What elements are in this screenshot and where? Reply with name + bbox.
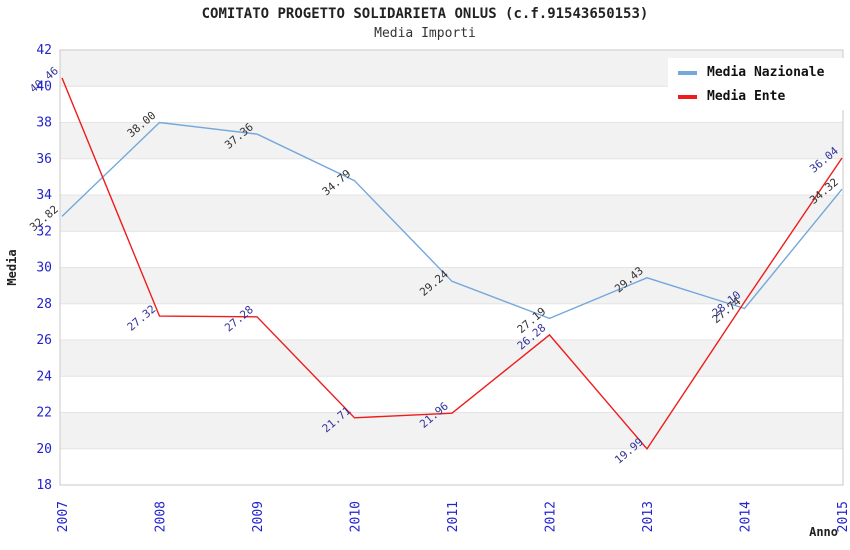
y-tick-label: 36 bbox=[36, 152, 52, 167]
x-tick-label: 2007 bbox=[56, 501, 71, 532]
plot-band bbox=[60, 195, 843, 232]
data-label: 27.32 bbox=[125, 302, 159, 333]
x-tick-label: 2015 bbox=[836, 501, 850, 532]
plot-band bbox=[60, 122, 843, 159]
series-line-media-ente bbox=[61, 77, 843, 451]
legend-swatch-media-nazionale bbox=[678, 70, 697, 75]
chart-title: COMITATO PROGETTO SOLIDARIETA ONLUS (c.f… bbox=[201, 6, 649, 22]
legend: Media Nazionale Media Ente bbox=[668, 58, 848, 110]
y-tick-label: 24 bbox=[36, 369, 52, 384]
x-tick-label: 2008 bbox=[154, 501, 169, 532]
legend-item-media-ente: Media Ente bbox=[678, 89, 838, 104]
legend-label: Media Nazionale bbox=[707, 65, 825, 80]
series-line-media-nazionale bbox=[61, 121, 843, 320]
x-tick-label: 2012 bbox=[544, 501, 559, 532]
y-tick-label: 38 bbox=[36, 116, 52, 131]
y-axis-title: Media bbox=[5, 249, 19, 285]
data-label: 27.28 bbox=[222, 303, 256, 334]
chart-subtitle: Media Importi bbox=[374, 26, 476, 41]
y-tick-label: 18 bbox=[36, 478, 52, 493]
x-tick-label: 2011 bbox=[446, 501, 461, 532]
y-tick-label: 22 bbox=[36, 406, 52, 421]
legend-item-media-nazionale: Media Nazionale bbox=[678, 65, 838, 80]
y-tick-label: 32 bbox=[36, 224, 52, 239]
y-tick-label: 42 bbox=[36, 43, 52, 58]
plot-band bbox=[60, 340, 843, 377]
y-tick-label: 26 bbox=[36, 333, 52, 348]
x-tick-label: 2013 bbox=[641, 501, 656, 532]
x-tick-label: 2010 bbox=[349, 501, 364, 532]
legend-label: Media Ente bbox=[707, 89, 786, 104]
y-tick-label: 34 bbox=[36, 188, 52, 203]
y-tick-label: 30 bbox=[36, 261, 52, 276]
legend-swatch-media-ente bbox=[678, 94, 697, 99]
y-tick-label: 28 bbox=[36, 297, 52, 312]
x-tick-label: 2009 bbox=[251, 501, 266, 532]
y-tick-label: 40 bbox=[36, 79, 52, 94]
plot-band bbox=[60, 412, 843, 449]
x-tick-label: 2014 bbox=[739, 501, 754, 532]
plot-border bbox=[59, 49, 844, 486]
x-axis-title: Anno bbox=[809, 525, 838, 539]
y-tick-label: 20 bbox=[36, 442, 52, 457]
